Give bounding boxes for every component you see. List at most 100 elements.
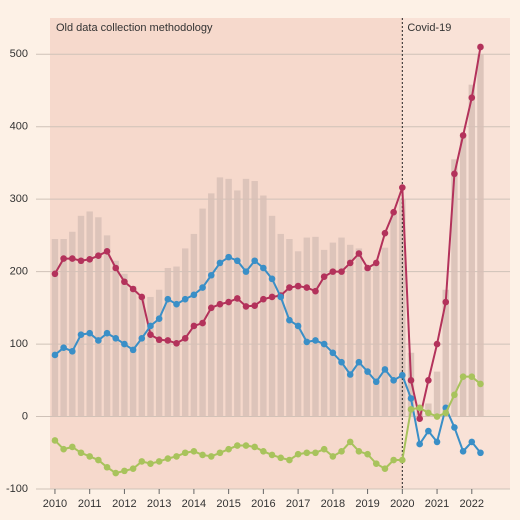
point <box>86 453 93 460</box>
y-tick-label: 300 <box>10 193 28 205</box>
point <box>77 257 85 265</box>
bar <box>355 248 363 417</box>
bar <box>182 248 189 417</box>
point <box>468 373 476 380</box>
point <box>77 331 85 338</box>
point <box>459 373 467 380</box>
point <box>190 448 198 455</box>
point <box>138 458 146 465</box>
bar <box>364 267 371 417</box>
point <box>277 293 285 301</box>
point <box>129 285 137 293</box>
point <box>234 295 241 302</box>
point <box>207 304 215 312</box>
bar <box>320 249 328 417</box>
point <box>51 351 59 359</box>
point <box>355 358 363 366</box>
point <box>442 409 450 417</box>
bar <box>138 299 145 417</box>
bar <box>294 251 302 417</box>
bar <box>86 211 93 417</box>
point <box>103 329 111 337</box>
point <box>338 358 345 366</box>
point <box>138 334 146 342</box>
point <box>329 453 337 460</box>
point <box>286 284 293 291</box>
point <box>390 208 397 216</box>
point <box>320 340 328 348</box>
point <box>338 268 345 275</box>
bar <box>199 208 206 417</box>
point <box>173 453 180 460</box>
point <box>294 450 302 458</box>
y-tick-label: 100 <box>10 338 28 350</box>
point <box>164 455 172 462</box>
point <box>303 449 311 457</box>
point <box>138 293 146 301</box>
bar <box>373 264 380 417</box>
point <box>260 448 267 455</box>
point <box>294 282 302 290</box>
point <box>399 456 406 464</box>
point <box>459 448 467 455</box>
point <box>451 391 458 399</box>
y-tick-label: -100 <box>6 483 28 495</box>
point <box>225 298 232 306</box>
point <box>147 322 154 330</box>
point <box>312 449 319 457</box>
point <box>407 377 415 384</box>
point <box>225 445 232 453</box>
annotation: Old data collection methodology <box>56 22 213 34</box>
x-tick-label: 2017 <box>286 498 310 510</box>
bar <box>381 247 389 417</box>
point <box>112 469 120 477</box>
bar <box>95 217 102 417</box>
y-tick-label: 200 <box>10 266 28 278</box>
bar <box>155 289 163 417</box>
point <box>69 348 76 355</box>
point <box>329 349 337 357</box>
x-tick-label: 2011 <box>78 498 102 510</box>
point <box>399 371 406 379</box>
point <box>312 337 319 344</box>
point <box>242 442 250 449</box>
point <box>442 298 450 306</box>
point <box>338 448 345 455</box>
point <box>381 465 389 473</box>
point <box>155 458 163 465</box>
point <box>372 259 380 267</box>
point <box>216 449 224 457</box>
point <box>468 438 476 446</box>
x-tick-label: 2014 <box>182 498 206 510</box>
point <box>425 377 432 384</box>
point <box>190 291 198 299</box>
bar <box>147 296 154 417</box>
point <box>95 456 102 464</box>
point <box>364 264 371 272</box>
point <box>129 346 137 354</box>
bar <box>416 407 423 417</box>
point <box>60 344 67 352</box>
y-tick-label: 500 <box>10 48 28 60</box>
point <box>364 450 371 458</box>
point <box>459 132 467 139</box>
point <box>155 315 163 323</box>
point <box>468 94 476 102</box>
x-tick-label: 2020 <box>390 498 414 510</box>
bar <box>468 84 475 417</box>
point <box>303 338 311 346</box>
point <box>242 303 250 310</box>
point <box>60 445 67 453</box>
bar <box>69 231 76 417</box>
point <box>86 329 93 337</box>
point <box>433 340 441 348</box>
bar <box>477 54 484 417</box>
point <box>234 257 241 265</box>
bar <box>338 237 345 417</box>
point <box>294 322 302 330</box>
point <box>199 319 206 327</box>
point <box>407 405 415 413</box>
point <box>164 295 172 303</box>
point <box>399 184 406 191</box>
bar <box>312 236 319 417</box>
